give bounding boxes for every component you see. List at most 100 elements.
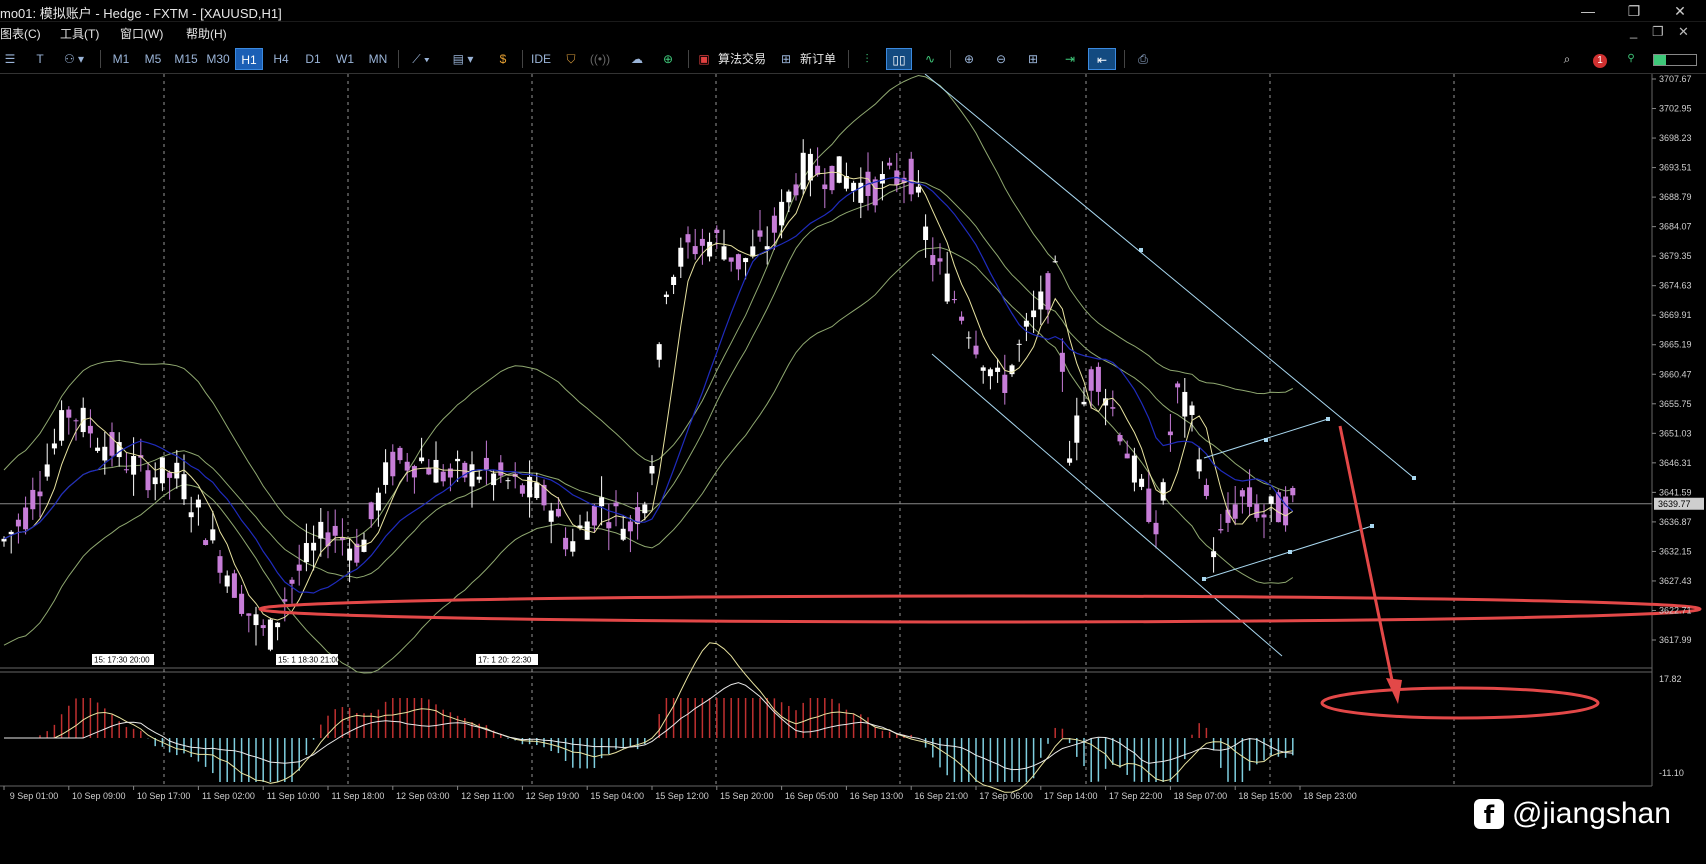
price-label: 3617.99 <box>1659 635 1692 645</box>
new-order-icon[interactable]: ⊞ <box>780 52 792 66</box>
menu-window[interactable]: 窗口(W) <box>120 27 164 41</box>
timeframe-h1[interactable]: H1 <box>235 48 263 70</box>
candle-body <box>858 182 864 203</box>
price-label: 3646.31 <box>1659 458 1692 468</box>
dollar-icon[interactable]: $ <box>499 52 507 66</box>
signal-icon[interactable]: ((•)) <box>589 52 611 66</box>
osc-min-label: -11.10 <box>1659 768 1684 778</box>
zoom-in-icon[interactable]: ⊕ <box>963 52 975 66</box>
timeframe-h4[interactable]: H4 <box>273 52 289 66</box>
timeframe-m15[interactable]: M15 <box>174 52 198 66</box>
chart-templates-icon[interactable]: ▤ ▾ <box>452 52 474 66</box>
market-bag-icon[interactable]: ⛉ <box>566 52 576 66</box>
bar-chart-icon[interactable]: ⫶ <box>865 52 869 66</box>
candle-body <box>1218 529 1224 531</box>
mdi-minimize-button[interactable]: _ <box>1630 24 1638 39</box>
time-label: 17 Sep 22:00 <box>1109 791 1163 801</box>
candle-body <box>743 258 749 263</box>
new-order-button[interactable]: 新订单 <box>799 52 836 66</box>
connection-status-icon[interactable] <box>1650 48 1700 70</box>
candle-body <box>1095 366 1101 392</box>
price-label: 3688.79 <box>1659 192 1692 202</box>
candle-body <box>966 337 972 339</box>
band-lower <box>3 246 1294 674</box>
candlestick-icon[interactable]: ▯▯ <box>886 48 912 70</box>
mdi-restore-button[interactable]: ❐ <box>1652 24 1664 39</box>
timeframe-m5[interactable]: M5 <box>144 52 162 66</box>
time-label: 9 Sep 01:00 <box>10 791 59 801</box>
menu-tools[interactable]: 工具(T) <box>60 27 100 41</box>
price-label: 3702.95 <box>1659 104 1692 114</box>
candle-body <box>159 457 165 484</box>
candle-body <box>555 508 561 517</box>
mdi-close-button[interactable]: ✕ <box>1678 24 1689 39</box>
minimize-button[interactable]: — <box>1581 3 1595 19</box>
candle-body <box>800 152 806 190</box>
trend-anchor <box>1370 524 1374 528</box>
candle-body <box>606 522 612 529</box>
algo-trading-icon[interactable]: ▣ <box>698 52 710 66</box>
candle-body <box>455 458 461 462</box>
candle-body <box>8 531 14 535</box>
price-chart[interactable]: 3707.67 3702.95 3698.23 3693.51 3688.79 3684.… <box>0 74 1706 864</box>
order-tag-label: 15: 1 18:30 21:00 <box>278 656 341 665</box>
candle-body <box>347 548 353 561</box>
grid-icon[interactable]: ⊞ <box>1027 52 1039 66</box>
candle-body <box>779 201 785 226</box>
candle-body <box>671 276 677 285</box>
current-price-badge <box>1654 497 1704 510</box>
timeframe-mn[interactable]: MN <box>368 52 388 66</box>
price-label: 3669.91 <box>1659 310 1692 320</box>
search-icon[interactable]: ⌕ <box>1563 52 1571 66</box>
time-label: 18 Sep 23:00 <box>1303 791 1357 801</box>
trend-lines <box>924 74 1416 657</box>
timeframe-w1[interactable]: W1 <box>336 52 354 66</box>
candle-body <box>764 246 770 250</box>
candle-body <box>1261 514 1267 518</box>
candle-body <box>678 247 684 267</box>
price-label: 3665.19 <box>1659 340 1692 350</box>
menu-chart[interactable]: 图表(C) <box>0 27 41 41</box>
macd-signal-line <box>4 642 1293 793</box>
timeframe-m1[interactable]: M1 <box>112 52 130 66</box>
time-label: 16 Sep 21:00 <box>914 791 968 801</box>
candle-body <box>426 467 432 475</box>
auto-scroll-icon[interactable]: ⇥ <box>1064 52 1076 66</box>
candle-body <box>339 537 345 540</box>
trend-anchor <box>1264 438 1268 442</box>
price-label: 3641.59 <box>1659 487 1692 497</box>
connection-icon[interactable]: ⚲ <box>1627 53 1635 64</box>
candle-body <box>591 505 597 526</box>
candle-body <box>786 191 792 203</box>
indicators-icon[interactable]: ⟋ ▾ <box>412 52 430 66</box>
candle-body <box>527 476 533 498</box>
band-middle <box>3 181 1293 579</box>
ma-slow-line <box>3 176 1294 594</box>
screenshot-icon[interactable]: ⎙ <box>1138 52 1148 66</box>
candle-body <box>613 502 619 507</box>
candle-body <box>260 625 266 629</box>
line-chart-icon[interactable]: ∿ <box>924 52 936 66</box>
macd-line <box>4 682 1293 771</box>
globe-icon[interactable]: ⊕ <box>662 52 674 66</box>
menu-help[interactable]: 帮助(H) <box>186 27 227 41</box>
candle-body <box>231 573 237 598</box>
shapes-icon[interactable]: ⚇ ▾ <box>63 52 85 66</box>
candle-body <box>462 462 468 478</box>
cloud-icon[interactable]: ☁ <box>631 52 643 66</box>
chart-shift-icon[interactable]: ⇤ <box>1088 48 1116 70</box>
algo-trading-button[interactable]: 算法交易 <box>717 52 766 66</box>
timeframe-m30[interactable]: M30 <box>206 52 230 66</box>
text-tool-icon[interactable]: T <box>36 52 44 66</box>
price-label: 3693.51 <box>1659 163 1692 173</box>
time-label: 18 Sep 15:00 <box>1238 791 1292 801</box>
ide-button[interactable]: IDE <box>530 52 551 66</box>
restore-button[interactable]: ❐ <box>1627 3 1641 19</box>
timeframe-d1[interactable]: D1 <box>305 52 321 66</box>
menu-lines-icon[interactable]: ☰ <box>4 52 16 66</box>
close-button[interactable]: ✕ <box>1674 3 1686 19</box>
red-annotations <box>258 425 1702 720</box>
time-label: 17 Sep 14:00 <box>1044 791 1098 801</box>
notification-icon[interactable]: 1 <box>1588 48 1612 70</box>
zoom-out-icon[interactable]: ⊖ <box>995 52 1007 66</box>
